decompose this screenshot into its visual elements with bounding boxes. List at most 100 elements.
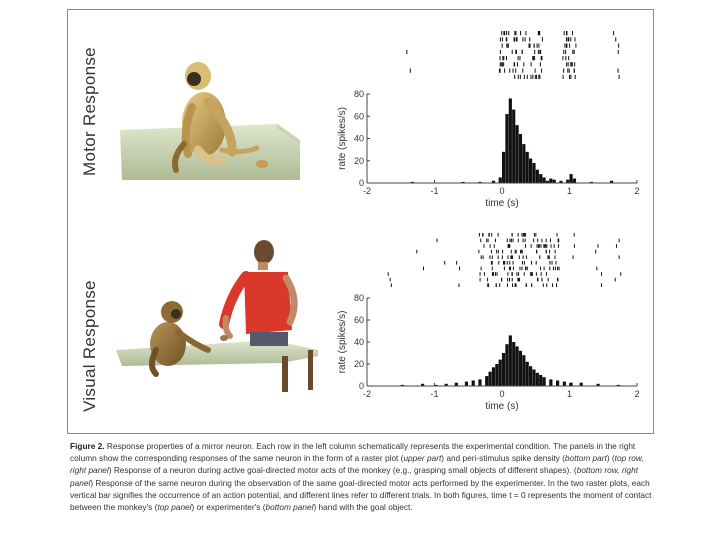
histogram-bar	[539, 174, 543, 183]
x-tick-label: -1	[430, 186, 438, 196]
histogram-bar	[562, 381, 566, 386]
histogram-bar	[498, 177, 502, 183]
y-tick-label: 0	[359, 178, 364, 188]
motor-raster-plot	[406, 31, 620, 79]
histogram-bar	[505, 114, 509, 183]
histogram-bar	[464, 381, 469, 386]
y-tick-label: 80	[354, 89, 364, 99]
x-tick-label: 0	[499, 389, 504, 399]
histogram-bar	[535, 169, 539, 183]
histogram-bar	[421, 383, 425, 386]
histogram-bar	[566, 179, 570, 183]
histogram-bar	[532, 369, 536, 386]
figure-caption: Figure 2. Response properties of a mirro…	[70, 440, 655, 513]
y-tick-label: 20	[354, 156, 364, 166]
histogram-bar	[525, 151, 529, 183]
caption-italic-upper-part: upper part	[403, 453, 442, 464]
histogram-bar	[529, 366, 533, 386]
y-tick-label: 20	[354, 359, 364, 369]
histogram-bar	[512, 109, 516, 183]
histogram-bar	[491, 367, 496, 386]
histogram-bar	[525, 361, 529, 386]
caption-text-3: ) (	[606, 453, 615, 464]
caption-text-6: ) or experimenter's (	[191, 502, 266, 513]
row-label-visual: Visual Response	[80, 280, 99, 412]
histogram-bar	[485, 376, 489, 386]
caption-text-4: ) Response of a neuron during active goa…	[108, 465, 577, 476]
caption-text-5: ) Response of the same neuron during the…	[70, 477, 652, 513]
histogram-bar	[491, 180, 496, 183]
histogram-bar	[508, 335, 512, 386]
histogram-bar	[410, 181, 415, 183]
histogram-bar	[515, 346, 519, 386]
histogram-bar	[518, 350, 523, 386]
y-tick-label: 0	[359, 381, 364, 391]
histogram-bar	[495, 364, 499, 386]
x-tick-label: 0	[499, 186, 504, 196]
histogram-bar	[556, 380, 560, 386]
x-tick-label: -2	[363, 186, 371, 196]
histogram-bar	[434, 384, 438, 386]
row-label-motor: Motor Response	[80, 47, 99, 176]
histogram-bar	[535, 372, 539, 386]
visual-spike-density-histogram	[400, 335, 620, 386]
y-tick-label: 40	[354, 134, 364, 144]
caption-text-1: Response properties of a mirror neuron. …	[70, 441, 636, 464]
histogram-bar	[610, 180, 614, 183]
histogram-bar	[505, 344, 509, 386]
histogram-bar	[542, 177, 546, 183]
histogram-bar	[461, 181, 465, 183]
y-axis-label: rate (spikes/s)	[337, 107, 348, 170]
histogram-bar	[522, 355, 526, 386]
histogram-bar	[508, 98, 512, 183]
y-axis-label: rate (spikes/s)	[337, 311, 348, 374]
caption-italic-bottom-row: bottom row, right panel	[70, 465, 639, 488]
histogram-bar	[400, 384, 404, 386]
histogram-bar	[542, 377, 546, 386]
histogram-bar	[549, 379, 553, 386]
histogram-bar	[529, 158, 533, 183]
x-tick-label: 2	[634, 186, 639, 196]
histogram-bar	[518, 134, 523, 183]
caption-text-7: ) hand with the goal object.	[313, 502, 413, 513]
histogram-bar	[532, 162, 536, 183]
histogram-bar	[471, 380, 475, 386]
y-tick-label: 60	[354, 315, 364, 325]
y-tick-label: 60	[354, 111, 364, 121]
visual-raster-plot	[387, 233, 622, 287]
histogram-bar	[522, 144, 526, 183]
histogram-bar	[545, 180, 550, 183]
histogram-bar	[559, 180, 563, 183]
histogram-bar	[502, 353, 506, 386]
histogram-bar	[539, 375, 543, 386]
y-tick-label: 80	[354, 293, 364, 303]
histogram-bar	[579, 382, 583, 386]
caption-italic-top-panel: top panel	[157, 502, 192, 513]
caption-italic-bottom-part: bottom part	[564, 453, 607, 464]
caption-label: Figure 2.	[70, 441, 105, 451]
histogram-bar	[454, 382, 458, 386]
x-tick-label: 1	[567, 389, 572, 399]
histogram-bar	[512, 342, 516, 386]
histogram-bar	[569, 174, 573, 183]
x-tick-label: -1	[430, 389, 438, 399]
motor-spike-density-histogram	[410, 98, 614, 183]
histogram-bar	[549, 178, 553, 183]
histogram-bar	[572, 178, 577, 183]
histogram-bar	[498, 359, 502, 386]
x-axis-label: time (s)	[485, 198, 518, 209]
histogram-bar	[488, 371, 492, 386]
histogram-bar	[502, 151, 506, 183]
experimenter-grasping-illustration	[116, 240, 318, 392]
x-tick-label: -2	[363, 389, 371, 399]
histogram-bar	[478, 181, 482, 183]
histogram-bar	[552, 179, 556, 183]
caption-italic-top-row: top row, right panel	[70, 453, 644, 476]
histogram-bar	[515, 125, 519, 183]
x-tick-label: 1	[567, 186, 572, 196]
histogram-bar	[596, 383, 600, 386]
